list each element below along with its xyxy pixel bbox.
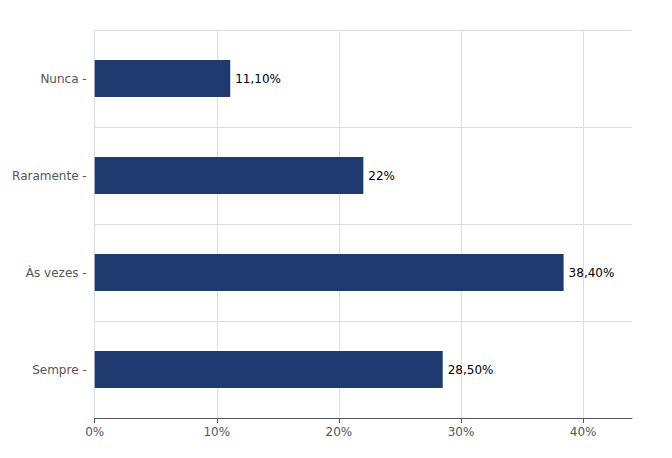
svg-text:30%: 30%: [448, 425, 475, 439]
svg-text:Nunca -: Nunca -: [40, 72, 86, 86]
svg-text:28,50%: 28,50%: [448, 363, 494, 377]
svg-text:20%: 20%: [326, 425, 353, 439]
svg-text:Às vezes -: Às vezes -: [26, 265, 87, 280]
svg-text:0%: 0%: [85, 425, 104, 439]
svg-text:11,10%: 11,10%: [235, 72, 281, 86]
svg-text:38,40%: 38,40%: [569, 266, 615, 280]
svg-text:Raramente -: Raramente -: [12, 169, 87, 183]
svg-text:Sempre -: Sempre -: [32, 363, 87, 377]
svg-text:22%: 22%: [368, 169, 395, 183]
svg-text:10%: 10%: [203, 425, 230, 439]
svg-text:40%: 40%: [570, 425, 597, 439]
